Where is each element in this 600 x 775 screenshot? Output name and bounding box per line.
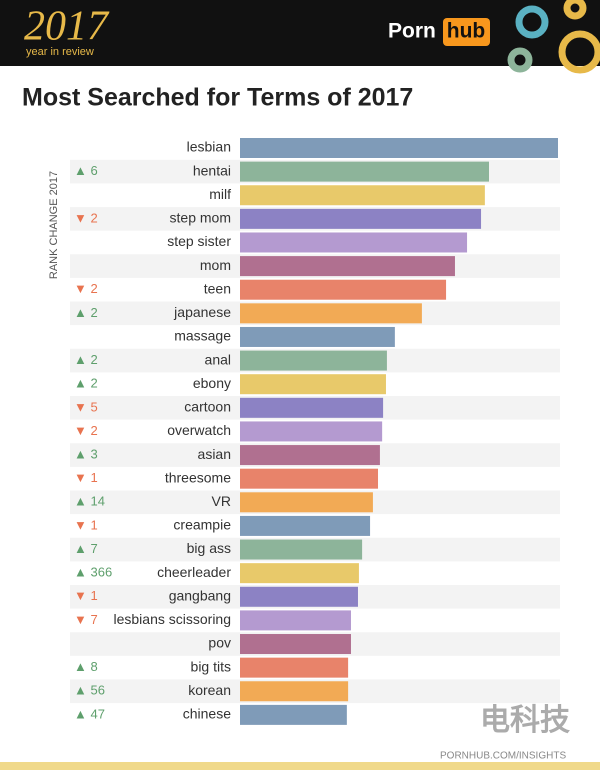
category-label: massage [174, 328, 231, 344]
category-label: cheerleader [157, 564, 231, 580]
rank-change: ▲ 3 [74, 446, 98, 461]
category-label: mom [200, 257, 231, 273]
rank-change: ▼ 1 [74, 588, 98, 603]
category-label: chinese [183, 706, 231, 722]
bar [240, 704, 347, 725]
bar [240, 657, 349, 678]
bar [240, 610, 351, 631]
bar [240, 138, 558, 158]
rows: lesbian hentai ▲ 6 milf step mom ▼ 2 step sist… [70, 138, 560, 725]
bar [240, 421, 383, 442]
rank-change: ▼ 2 [74, 423, 98, 438]
bar [240, 374, 386, 395]
brand-box [443, 18, 490, 46]
bar [240, 634, 351, 655]
rank-change: ▼ 5 [74, 399, 98, 414]
footer-strip [0, 762, 600, 770]
category-label: asian [198, 446, 231, 462]
category-label: lesbians scissoring [114, 611, 232, 627]
rank-change: ▼ 2 [74, 210, 98, 225]
brand-left: Porn [388, 20, 436, 43]
rank-change: ▲ 366 [74, 565, 112, 580]
category-label: VR [212, 493, 231, 509]
rank-change: ▲ 7 [74, 541, 98, 556]
category-label: hentai [193, 162, 231, 178]
bar [240, 256, 455, 277]
category-label: ebony [193, 375, 231, 391]
year-subtitle: year in review [26, 46, 94, 58]
rank-change: ▼ 2 [74, 281, 98, 296]
bar [240, 232, 468, 253]
rank-change: ▲ 2 [74, 352, 98, 367]
category-label: japanese [173, 304, 231, 320]
category-label: teen [204, 280, 231, 296]
rank-change: ▼ 7 [74, 612, 98, 627]
rank-change: ▲ 14 [74, 494, 105, 509]
bar [240, 185, 485, 206]
category-label: creampie [173, 517, 231, 533]
bar [240, 492, 373, 513]
category-label: cartoon [184, 399, 231, 415]
rank-change: ▲ 6 [74, 163, 98, 178]
category-label: lesbian [187, 139, 231, 155]
category-label: threesome [165, 469, 231, 485]
category-label: anal [205, 351, 231, 367]
rank-change: ▲ 8 [74, 659, 98, 674]
bar [240, 515, 371, 536]
bar [240, 279, 447, 300]
rank-change: ▲ 2 [74, 376, 98, 391]
bar [240, 468, 379, 489]
category-label: overwatch [167, 422, 231, 438]
category-label: big ass [187, 540, 231, 556]
rank-change: ▼ 1 [74, 517, 98, 532]
bar [240, 563, 359, 584]
bar [240, 681, 349, 702]
category-label: step sister [167, 233, 231, 249]
bar [240, 208, 482, 229]
category-label: milf [209, 186, 231, 202]
brand-right: hub [447, 20, 485, 43]
bar [240, 397, 384, 418]
bar [240, 539, 363, 560]
category-label: gangbang [169, 587, 231, 603]
rank-change: ▲ 2 [74, 305, 98, 320]
bar [240, 303, 422, 324]
category-label: big tits [191, 658, 231, 674]
category-label: step mom [170, 210, 231, 226]
watermark: 电科技 [480, 704, 570, 737]
rank-axis-label: RANK CHANGE 2017 [48, 171, 60, 279]
category-label: pov [208, 635, 231, 651]
chart-title: Most Searched for Terms of 2017 [22, 84, 413, 112]
bar [240, 350, 387, 371]
bar [240, 586, 358, 607]
rank-change: ▼ 1 [74, 470, 98, 485]
year: 2017 [24, 4, 110, 50]
category-label: korean [188, 682, 231, 698]
bar [240, 445, 380, 466]
rank-change: ▲ 56 [74, 683, 105, 698]
bar [240, 326, 395, 347]
bar [240, 161, 489, 182]
source: PORNHUB.COM/INSIGHTS [440, 751, 566, 762]
header-band [0, 0, 600, 66]
decor [507, 0, 600, 74]
rank-change: ▲ 47 [74, 706, 105, 721]
